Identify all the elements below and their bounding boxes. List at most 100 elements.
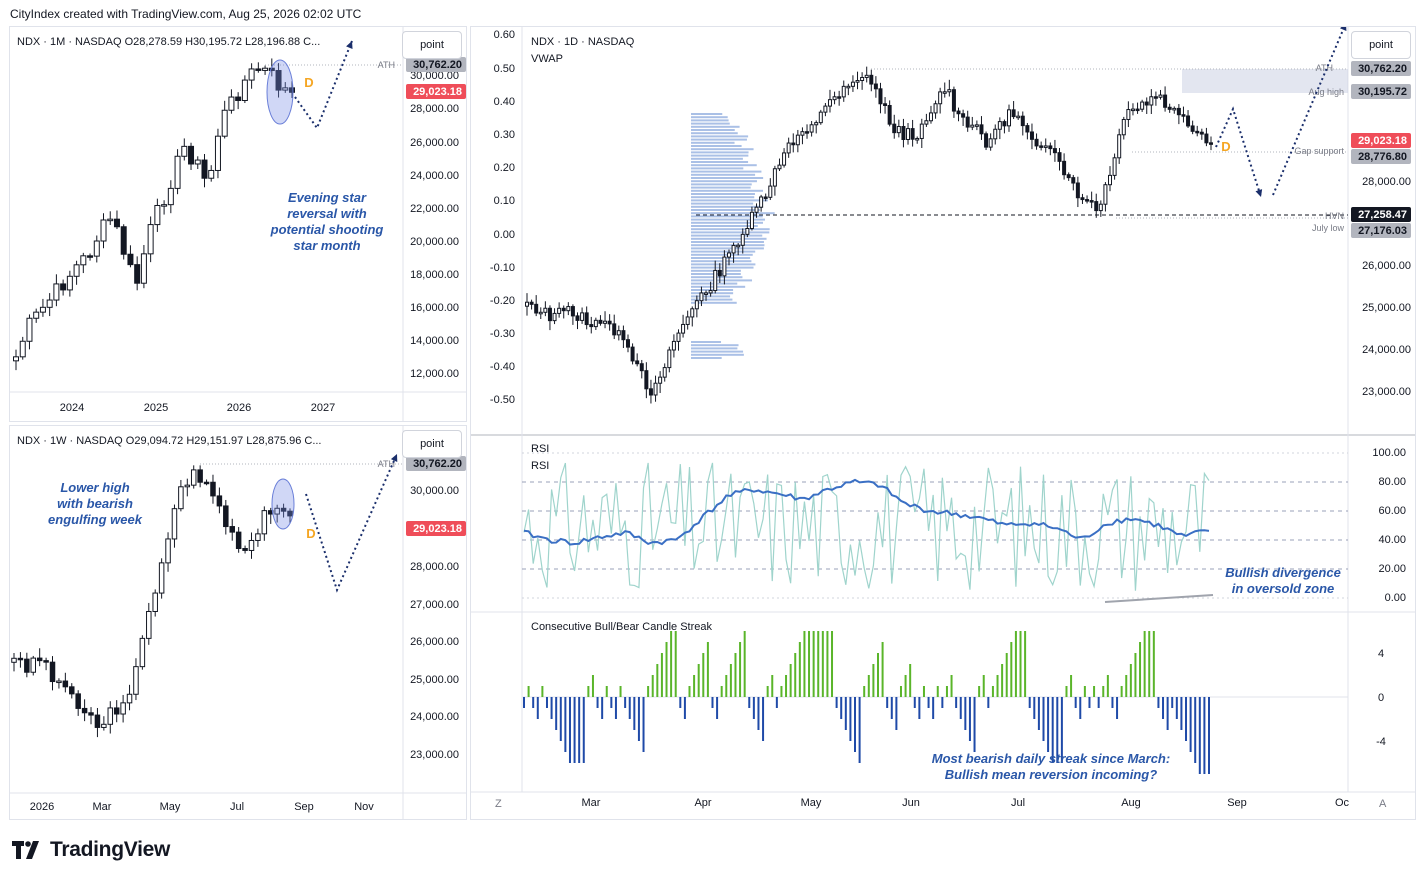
streak-bar [826, 631, 829, 697]
monthly-candle [19, 340, 26, 358]
weekly-info: NDX · 1W · NASDAQ O29,094.72 H29,151.97 … [17, 435, 322, 447]
daily-right-tick: 25,000.00 [1362, 302, 1411, 314]
daily-candle [915, 137, 920, 141]
daily-candle [837, 96, 842, 99]
streak-bar [628, 697, 631, 719]
streak-bar [734, 653, 737, 697]
monthly-y-tick: 28,000.00 [410, 103, 459, 115]
monthly-x-tick: 2026 [227, 402, 251, 414]
streak-bar [922, 686, 925, 697]
daily-candle [1199, 131, 1204, 135]
daily-right-tick: 28,000.00 [1362, 176, 1411, 188]
streak-annotation-line: Most bearish daily streak since March: [931, 751, 1171, 766]
streak-bar [532, 697, 535, 708]
streak-bar [913, 697, 916, 708]
weekly-candle [184, 484, 191, 488]
daily-candle [768, 185, 773, 198]
daily-corner-left-button[interactable]: Z [495, 798, 502, 810]
monthly-point-button[interactable]: point [402, 31, 462, 59]
monthly-chart[interactable]: 28,000.00 30,000.00 26,000.00 24,000.00 22,0… [10, 27, 466, 421]
streak-bar [945, 686, 948, 697]
monthly-candle [167, 187, 174, 206]
streak-y-tick: 0 [1378, 692, 1384, 704]
daily-candle [997, 121, 1002, 130]
daily-volume-profile-bar [691, 148, 754, 151]
daily-volume-profile-bar [691, 301, 737, 304]
streak-bar [651, 675, 654, 697]
streak-bar [591, 675, 594, 697]
daily-volume-profile-bar [691, 221, 763, 224]
daily-candle [942, 91, 947, 94]
streak-bar [601, 697, 604, 719]
weekly-candle [242, 548, 248, 551]
daily-ath-band [1182, 69, 1348, 93]
streak-bar [1060, 697, 1063, 763]
daily-volume-profile-bar [691, 141, 735, 144]
daily-projection-arrow-up-head [1339, 27, 1347, 31]
daily-price-label-bg [1351, 207, 1411, 222]
daily-candle [772, 168, 777, 187]
weekly-point-button[interactable]: point [402, 430, 462, 458]
monthly-candle [113, 218, 120, 228]
monthly-candle [100, 219, 107, 242]
daily-projection-arrow-down [1215, 106, 1262, 198]
daily-volume-profile-bar [691, 231, 770, 234]
daily-candle [658, 376, 663, 384]
daily-candle [1007, 109, 1012, 127]
streak-bar [1010, 642, 1013, 697]
streak-bar [665, 642, 668, 697]
daily-volume-profile-bar [691, 234, 763, 237]
daily-price-label: 27,258.47 [1358, 209, 1407, 221]
weekly-candle [146, 610, 152, 639]
daily-candle [814, 122, 819, 126]
streak-bar [559, 697, 562, 741]
streak-bar [757, 697, 760, 730]
monthly-y-tick: 24,000.00 [410, 170, 459, 182]
daily-candle [928, 112, 933, 122]
monthly-candle [26, 317, 33, 342]
daily-volume-profile-bar [691, 129, 735, 131]
streak-bar [982, 675, 985, 697]
streak-bar [679, 697, 682, 708]
monthly-price-label: 29,023.18 [413, 86, 462, 98]
monthly-candle [248, 68, 255, 81]
daily-candle [538, 311, 543, 315]
weekly-candle [287, 510, 293, 517]
streak-bar [1024, 631, 1027, 697]
weekly-candle [216, 495, 223, 507]
daily-candle [1034, 138, 1039, 147]
daily-candle [685, 316, 690, 325]
monthly-panel: 28,000.00 30,000.00 26,000.00 24,000.00 22,0… [9, 26, 467, 422]
streak-bar [909, 664, 912, 697]
streak-bar [872, 664, 875, 697]
daily-candle [534, 303, 539, 314]
streak-bar [854, 697, 857, 752]
daily-chart[interactable]: 0.60 0.50 0.40 0.30 0.20 0.10 0.00 -0.10 -0.20 -0… [471, 27, 1415, 819]
rsi-slow-line [523, 478, 1210, 546]
streak-bar [536, 697, 539, 719]
weekly-candle [62, 680, 69, 688]
daily-candle [1011, 109, 1016, 118]
weekly-candle [88, 712, 94, 716]
streak-bar [766, 686, 769, 697]
daily-candle [644, 370, 649, 390]
daily-candle [1135, 108, 1140, 112]
monthly-y-tick: 22,000.00 [410, 203, 459, 215]
daily-candle [653, 382, 658, 396]
streak-bar [932, 697, 935, 719]
daily-left-tick: -0.20 [490, 295, 515, 307]
daily-volume-profile-bar [691, 218, 765, 221]
weekly-chart[interactable]: 30,000.00 28,000.00 27,000.00 26,000.00 25,0… [10, 426, 466, 819]
monthly-candle [147, 224, 154, 255]
monthly-highlight-ellipse [266, 59, 294, 125]
streak-bar [978, 686, 981, 697]
daily-right-tick: 23,000.00 [1362, 386, 1411, 398]
daily-candle [736, 244, 741, 248]
daily-volume-profile-bar [691, 209, 760, 211]
streak-bar [798, 642, 801, 697]
daily-point-button[interactable]: point [1351, 31, 1411, 59]
daily-corner-right-button[interactable]: A [1379, 798, 1387, 810]
daily-candle [951, 89, 956, 112]
daily-volume-profile-bar [691, 196, 755, 199]
daily-candle [800, 131, 805, 136]
